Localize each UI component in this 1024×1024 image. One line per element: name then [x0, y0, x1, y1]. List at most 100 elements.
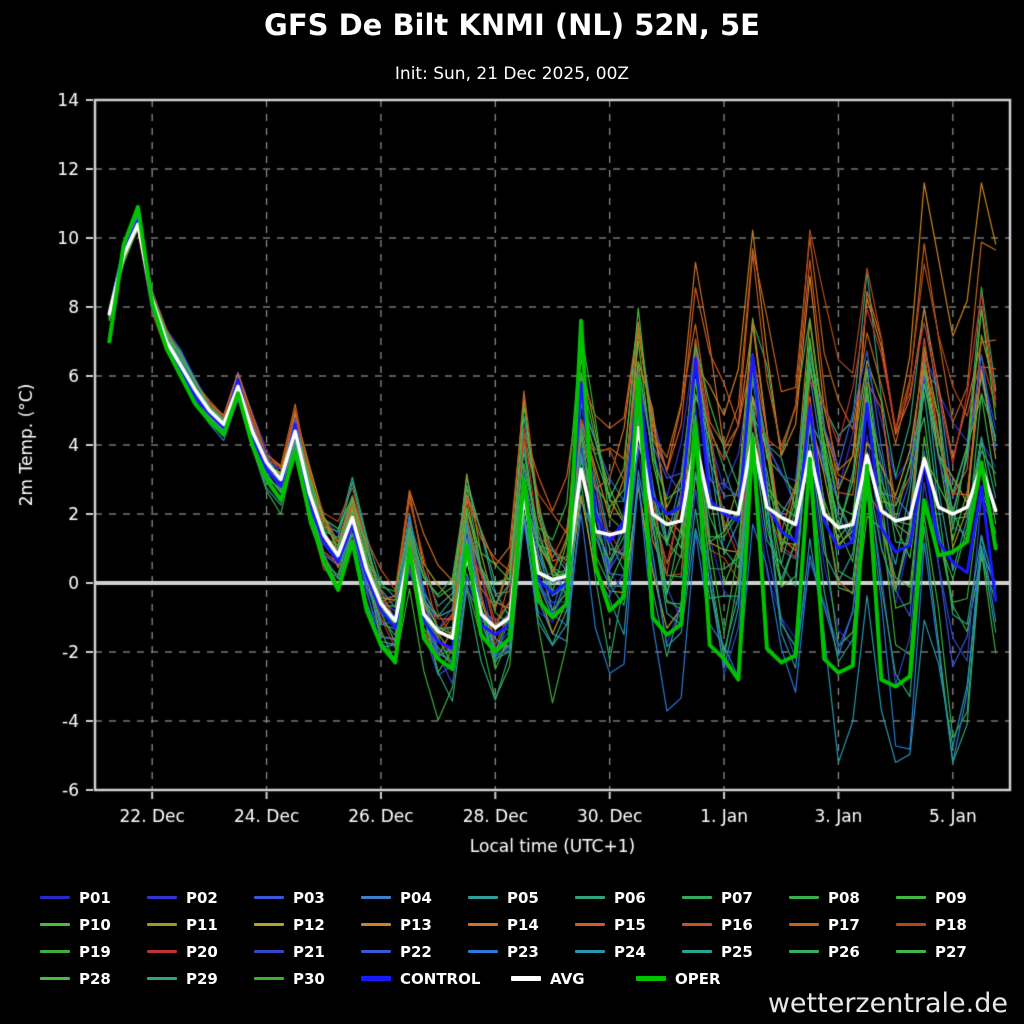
legend-label-P05: P05 [507, 888, 539, 907]
legend-item-P07: P07 [682, 889, 789, 907]
legend-item-P05: P05 [468, 889, 575, 907]
legend-label-P13: P13 [400, 915, 432, 934]
legend-label-P28: P28 [79, 969, 111, 988]
legend-label-P30: P30 [293, 969, 325, 988]
legend-row: P19 P20 P21 P22 P23 P24 P25 P26 P27 [40, 938, 1010, 965]
legend-line-swatch-P01 [40, 896, 70, 899]
legend-label-P21: P21 [293, 942, 325, 961]
legend-label-P03: P03 [293, 888, 325, 907]
legend-item-P14: P14 [468, 916, 575, 934]
legend-label-P22: P22 [400, 942, 432, 961]
legend-item-P21: P21 [254, 943, 361, 961]
legend-item-P15: P15 [575, 916, 682, 934]
legend-label-P14: P14 [507, 915, 539, 934]
legend-item-P30: P30 [254, 970, 361, 988]
legend-item-P09: P09 [896, 889, 1003, 907]
legend-item-P26: P26 [789, 943, 896, 961]
legend-label-CONTROL: CONTROL [400, 969, 481, 988]
legend-line-swatch-P03 [254, 896, 284, 899]
legend-label-P11: P11 [186, 915, 218, 934]
legend-item-P18: P18 [896, 916, 1003, 934]
legend-item-P13: P13 [361, 916, 468, 934]
chart-title: GFS De Bilt KNMI (NL) 52N, 5E [264, 8, 760, 42]
legend-line-swatch-P17 [789, 923, 819, 926]
legend-label-P24: P24 [614, 942, 646, 961]
ensemble-plot-canvas [0, 88, 1024, 863]
legend-item-P11: P11 [147, 916, 254, 934]
legend-label-P27: P27 [935, 942, 967, 961]
legend-line-swatch-P30 [254, 977, 284, 980]
legend-item-P27: P27 [896, 943, 1003, 961]
legend-label-P23: P23 [507, 942, 539, 961]
legend-line-swatch-P18 [896, 923, 926, 926]
legend-line-swatch-P04 [361, 896, 391, 899]
legend-item-P06: P06 [575, 889, 682, 907]
legend-item-P29: P29 [147, 970, 254, 988]
legend: P01 P02 P03 P04 P05 P06 P07 P08 P09 P10 P11 P12 P13 P… [40, 884, 1010, 992]
legend-line-swatch-CONTROL [361, 976, 391, 981]
legend-label-P26: P26 [828, 942, 860, 961]
legend-line-swatch-P06 [575, 896, 605, 899]
legend-label-AVG: AVG [550, 969, 585, 988]
legend-label-OPER: OPER [675, 969, 721, 988]
legend-line-swatch-P10 [40, 923, 70, 926]
legend-item-P25: P25 [682, 943, 789, 961]
legend-line-swatch-P13 [361, 923, 391, 926]
legend-item-P20: P20 [147, 943, 254, 961]
legend-label-P17: P17 [828, 915, 860, 934]
legend-item-OPER: OPER [636, 970, 761, 988]
legend-line-swatch-P15 [575, 923, 605, 926]
legend-item-P04: P04 [361, 889, 468, 907]
legend-label-P04: P04 [400, 888, 432, 907]
legend-row: P10 P11 P12 P13 P14 P15 P16 P17 P18 [40, 911, 1010, 938]
legend-line-swatch-OPER [636, 976, 666, 981]
legend-item-AVG: AVG [511, 970, 636, 988]
legend-line-swatch-AVG [511, 976, 541, 981]
legend-label-P06: P06 [614, 888, 646, 907]
legend-label-P02: P02 [186, 888, 218, 907]
legend-line-swatch-P22 [361, 950, 391, 953]
legend-item-P28: P28 [40, 970, 147, 988]
legend-item-P16: P16 [682, 916, 789, 934]
legend-line-swatch-P20 [147, 950, 177, 953]
legend-label-P18: P18 [935, 915, 967, 934]
legend-item-P08: P08 [789, 889, 896, 907]
legend-label-P12: P12 [293, 915, 325, 934]
legend-line-swatch-P24 [575, 950, 605, 953]
legend-label-P29: P29 [186, 969, 218, 988]
legend-row: P01 P02 P03 P04 P05 P06 P07 P08 P09 [40, 884, 1010, 911]
legend-line-swatch-P11 [147, 923, 177, 926]
watermark: wetterzentrale.de [767, 988, 1008, 1019]
legend-line-swatch-P29 [147, 977, 177, 980]
legend-line-swatch-P14 [468, 923, 498, 926]
legend-item-P10: P10 [40, 916, 147, 934]
legend-label-P07: P07 [721, 888, 753, 907]
legend-item-P03: P03 [254, 889, 361, 907]
legend-item-P22: P22 [361, 943, 468, 961]
legend-label-P19: P19 [79, 942, 111, 961]
legend-line-swatch-P07 [682, 896, 712, 899]
legend-label-P01: P01 [79, 888, 111, 907]
legend-item-P17: P17 [789, 916, 896, 934]
legend-item-P02: P02 [147, 889, 254, 907]
legend-label-P25: P25 [721, 942, 753, 961]
legend-line-swatch-P26 [789, 950, 819, 953]
legend-label-P20: P20 [186, 942, 218, 961]
legend-item-P01: P01 [40, 889, 147, 907]
legend-label-P10: P10 [79, 915, 111, 934]
legend-line-swatch-P27 [896, 950, 926, 953]
legend-label-P16: P16 [721, 915, 753, 934]
legend-line-swatch-P09 [896, 896, 926, 899]
legend-item-P19: P19 [40, 943, 147, 961]
legend-item-P24: P24 [575, 943, 682, 961]
legend-item-CONTROL: CONTROL [361, 970, 511, 988]
legend-item-P12: P12 [254, 916, 361, 934]
legend-label-P08: P08 [828, 888, 860, 907]
legend-label-P09: P09 [935, 888, 967, 907]
chart-subtitle: Init: Sun, 21 Dec 2025, 00Z [394, 64, 630, 84]
legend-line-swatch-P02 [147, 896, 177, 899]
legend-line-swatch-P28 [40, 977, 70, 980]
legend-line-swatch-P12 [254, 923, 284, 926]
legend-item-P23: P23 [468, 943, 575, 961]
